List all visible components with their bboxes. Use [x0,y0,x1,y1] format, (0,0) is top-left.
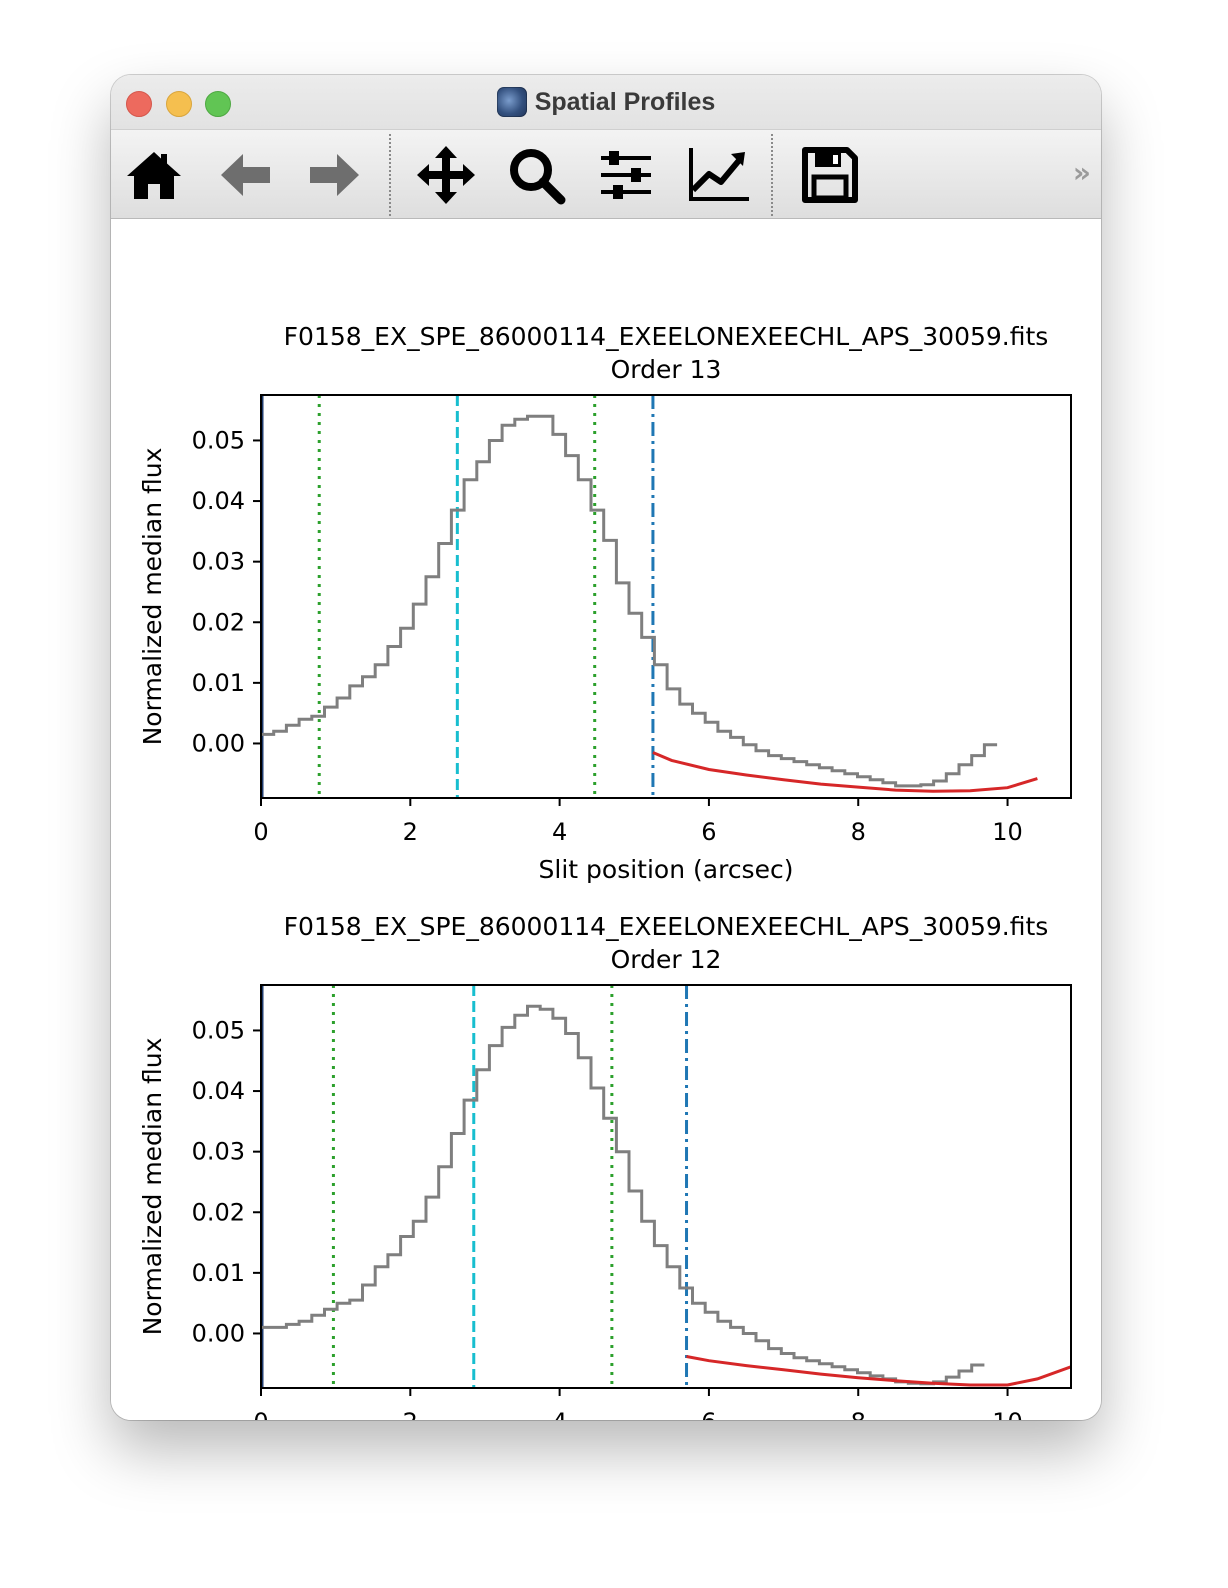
chart-subtitle: Order 12 [611,945,722,974]
y-tick-label: 0.03 [192,548,245,576]
pan-button[interactable] [415,144,477,206]
x-tick-label: 4 [552,818,567,846]
y-tick-label: 0.00 [192,729,245,757]
y-tick-label: 0.05 [192,426,245,454]
chart-title: F0158_EX_SPE_86000114_EXEELONEXEECHL_APS… [284,322,1049,351]
minimize-window-button[interactable] [166,91,192,117]
zoom-button[interactable] [505,144,567,206]
zoom-window-button[interactable] [205,91,231,117]
y-tick-label: 0.01 [192,669,245,697]
home-icon [127,152,181,199]
back-button[interactable] [215,144,277,206]
save-button[interactable] [799,144,861,206]
y-tick-label: 0.02 [192,1198,245,1226]
chart-title: F0158_EX_SPE_86000114_EXEELONEXEECHL_APS… [284,912,1049,941]
y-tick-label: 0.05 [192,1016,245,1044]
y-tick-label: 0.02 [192,608,245,636]
app-window: Spatial Profiles [111,75,1101,1420]
y-axis-label: Normalized median flux [138,448,167,746]
background-fit-line [652,751,1038,793]
x-tick-label: 6 [701,818,716,846]
pan-move-icon [417,146,475,204]
y-tick-label: 0.03 [192,1138,245,1166]
x-tick-label: 0 [253,1408,268,1420]
title-group: Spatial Profiles [111,75,1101,129]
chart-2: F0158_EX_SPE_86000114_EXEELONEXEECHL_APS… [138,912,1072,1420]
figure-canvas[interactable]: F0158_EX_SPE_86000114_EXEELONEXEECHL_APS… [111,220,1101,1420]
x-tick-label: 2 [403,1408,418,1420]
toolbar-separator [771,134,773,216]
plot-area [261,985,1071,1388]
x-tick-label: 10 [992,1408,1023,1420]
home-button[interactable] [123,144,185,206]
x-tick-label: 6 [701,1408,716,1420]
chart-subtitle: Order 13 [611,355,722,384]
forward-arrow-icon [310,154,359,196]
zoom-magnifier-icon [510,149,566,205]
plot-area [261,395,1038,798]
x-axis-label: Slit position (arcsec) [539,855,794,884]
x-tick-label: 4 [552,1408,567,1420]
edit-axes-button[interactable] [685,144,749,206]
forward-button[interactable] [303,144,365,206]
y-axis-label: Normalized median flux [138,1038,167,1336]
profile-step-line [261,414,998,788]
background-fit-line [686,1355,1071,1387]
chart-1: F0158_EX_SPE_86000114_EXEELONEXEECHL_APS… [138,322,1072,884]
window-title: Spatial Profiles [534,87,716,116]
x-tick-label: 2 [403,818,418,846]
y-tick-label: 0.04 [192,1077,245,1105]
plot-frame [260,984,1072,1389]
x-tick-label: 10 [992,818,1023,846]
app-logo-icon [496,87,527,117]
profile-step-line [261,1004,985,1386]
y-tick-label: 0.04 [192,487,245,515]
subplots-sliders-icon [601,151,651,199]
edit-axes-icon [689,148,749,201]
figure-svg: F0158_EX_SPE_86000114_EXEELONEXEECHL_APS… [138,322,1072,1420]
save-floppy-icon [802,147,858,203]
close-window-button[interactable] [126,91,152,117]
y-tick-label: 0.01 [192,1259,245,1287]
back-arrow-icon [221,154,270,196]
toolbar: » [111,130,1101,219]
x-tick-label: 8 [851,818,866,846]
x-tick-label: 8 [851,1408,866,1420]
subplots-button[interactable] [595,144,657,206]
title-bar[interactable]: Spatial Profiles [111,75,1101,130]
toolbar-overflow-button[interactable]: » [1072,156,1091,189]
plot-frame [260,394,1072,799]
y-tick-label: 0.00 [192,1319,245,1347]
x-tick-label: 0 [253,818,268,846]
toolbar-separator [389,134,391,216]
